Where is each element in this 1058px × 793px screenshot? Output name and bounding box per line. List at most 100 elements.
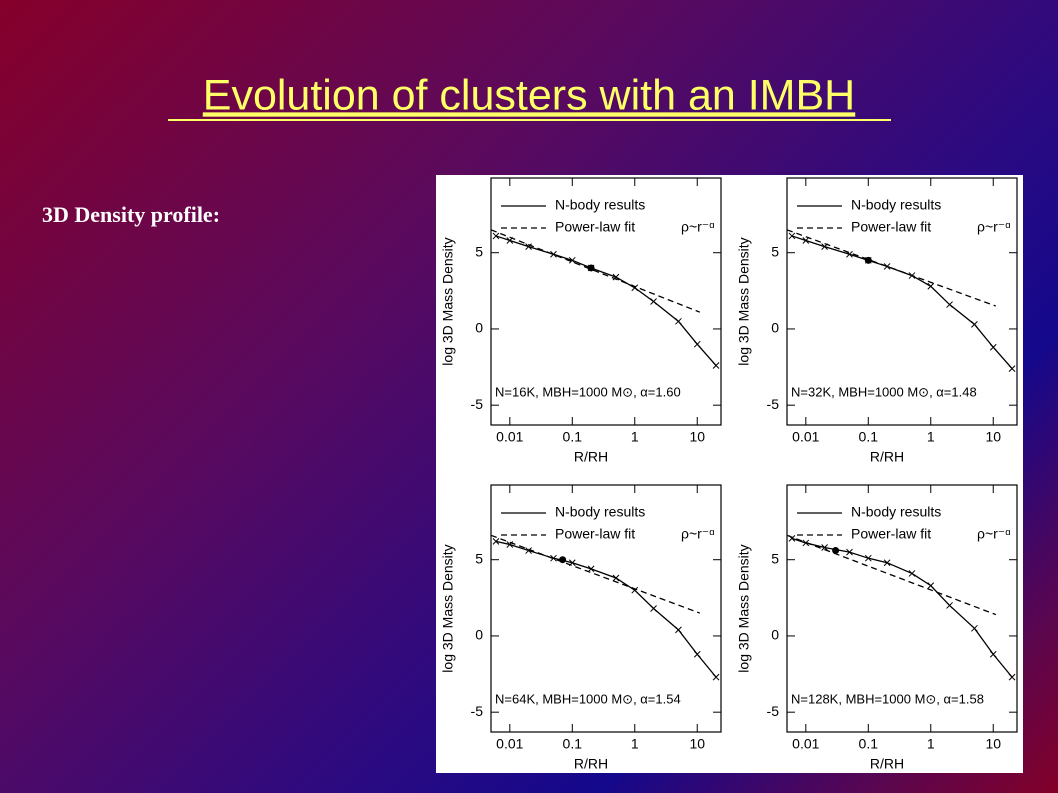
x-tick-label: 10 bbox=[689, 736, 705, 752]
series-line bbox=[491, 229, 701, 313]
legend-note: ρ~r⁻ᵅ bbox=[681, 526, 714, 542]
series-line bbox=[787, 534, 997, 616]
annotation: N=32K, MBH=1000 M⊙, α=1.48 bbox=[791, 384, 977, 399]
data-point bbox=[821, 544, 828, 551]
y-tick-label: 0 bbox=[475, 627, 483, 643]
data-point bbox=[971, 624, 978, 632]
data-point bbox=[712, 673, 720, 681]
series-line bbox=[491, 534, 701, 614]
x-tick-label: 10 bbox=[985, 736, 1001, 752]
x-axis-label: R/RH bbox=[574, 449, 608, 465]
x-tick-label: 0.1 bbox=[563, 736, 583, 752]
data-point bbox=[693, 650, 701, 658]
highlight-dot bbox=[864, 256, 872, 264]
annotation: N=16K, MBH=1000 M⊙, α=1.60 bbox=[495, 384, 681, 399]
x-tick-label: 0.01 bbox=[496, 736, 523, 752]
data-point bbox=[587, 565, 595, 573]
x-axis-label: R/RH bbox=[574, 756, 608, 772]
data-point bbox=[989, 650, 997, 658]
plot-frame bbox=[786, 177, 1018, 426]
x-tick-label: 0.1 bbox=[859, 429, 879, 445]
legend-label: N-body results bbox=[851, 197, 941, 213]
data-point bbox=[550, 250, 557, 258]
highlight-dot bbox=[559, 556, 567, 564]
data-point bbox=[550, 554, 557, 562]
x-tick-label: 1 bbox=[927, 736, 935, 752]
data-point bbox=[846, 548, 853, 556]
x-tick-label: 0.01 bbox=[792, 736, 819, 752]
y-tick-label: 0 bbox=[771, 627, 779, 643]
data-point bbox=[1008, 365, 1016, 372]
legend-note: ρ~r⁻ᵅ bbox=[977, 219, 1010, 235]
x-tick-label: 10 bbox=[689, 429, 705, 445]
legend-label: Power-law fit bbox=[851, 219, 931, 235]
legend-label: Power-law fit bbox=[851, 526, 931, 542]
data-point bbox=[989, 343, 997, 351]
legend-label: Power-law fit bbox=[555, 526, 635, 542]
series-line bbox=[495, 540, 717, 678]
y-tick-label: 0 bbox=[771, 320, 779, 336]
data-point bbox=[612, 273, 620, 281]
y-tick-label: 5 bbox=[475, 243, 483, 259]
data-point bbox=[650, 605, 657, 612]
plot-frame bbox=[490, 177, 722, 426]
y-axis-label: log 3D Mass Density bbox=[440, 544, 456, 672]
data-point bbox=[971, 321, 978, 328]
y-tick-label: -5 bbox=[767, 703, 780, 719]
subtitle: 3D Density profile: bbox=[42, 202, 220, 227]
legend-label: N-body results bbox=[555, 197, 645, 213]
x-axis-label: R/RH bbox=[870, 756, 904, 772]
data-point bbox=[712, 362, 720, 369]
series-line bbox=[791, 235, 1013, 370]
y-tick-label: 5 bbox=[475, 550, 483, 566]
y-tick-label: 0 bbox=[475, 320, 483, 336]
y-tick-label: -5 bbox=[471, 703, 484, 719]
slide-title: Evolution of clusters with an IMBH bbox=[203, 71, 855, 119]
x-tick-label: 10 bbox=[985, 429, 1001, 445]
chart: 0.01 0.1 1 10 -5 0 5 R/RH log 3D Mass Density N-b… bbox=[440, 484, 722, 772]
data-point bbox=[788, 232, 796, 240]
data-point bbox=[802, 237, 810, 244]
data-point bbox=[946, 301, 953, 308]
data-point bbox=[492, 538, 500, 545]
data-point bbox=[650, 298, 657, 305]
legend-label: N-body results bbox=[851, 504, 941, 520]
highlight-dot bbox=[832, 547, 840, 555]
y-tick-label: -5 bbox=[767, 396, 780, 412]
legend-note: ρ~r⁻ᵅ bbox=[681, 219, 714, 235]
data-point bbox=[883, 559, 891, 567]
data-point bbox=[492, 232, 500, 240]
series-line bbox=[787, 229, 997, 307]
x-tick-label: 0.1 bbox=[563, 429, 583, 445]
x-tick-label: 1 bbox=[927, 429, 935, 445]
legend-note: ρ~r⁻ᵅ bbox=[977, 526, 1010, 542]
data-point bbox=[525, 547, 532, 554]
series-line bbox=[495, 235, 717, 366]
data-point bbox=[946, 602, 953, 609]
data-point bbox=[927, 282, 935, 290]
plot-frame bbox=[786, 484, 1018, 733]
chart: 0.01 0.1 1 10 -5 0 5 R/RH log 3D Mass Density N-b… bbox=[736, 484, 1018, 772]
data-point bbox=[883, 263, 891, 270]
data-point bbox=[675, 626, 682, 634]
x-tick-label: 1 bbox=[631, 736, 639, 752]
data-point bbox=[612, 574, 620, 582]
data-point bbox=[864, 554, 872, 562]
y-tick-label: 5 bbox=[771, 550, 779, 566]
x-axis-label: R/RH bbox=[870, 449, 904, 465]
series-line bbox=[791, 537, 1013, 678]
annotation: N=64K, MBH=1000 M⊙, α=1.54 bbox=[495, 691, 681, 706]
data-point bbox=[1008, 673, 1016, 681]
data-point bbox=[927, 582, 935, 589]
data-point bbox=[568, 256, 576, 264]
legend-label: N-body results bbox=[555, 504, 645, 520]
figure-panel bbox=[436, 175, 1023, 773]
legend-label: Power-law fit bbox=[555, 219, 635, 235]
y-tick-label: 5 bbox=[771, 243, 779, 259]
data-point bbox=[675, 317, 682, 325]
chart: 0.01 0.1 1 10 -5 0 5 R/RH log 3D Mass Density N-b… bbox=[440, 177, 722, 465]
x-tick-label: 1 bbox=[631, 429, 639, 445]
x-tick-label: 0.01 bbox=[496, 429, 523, 445]
